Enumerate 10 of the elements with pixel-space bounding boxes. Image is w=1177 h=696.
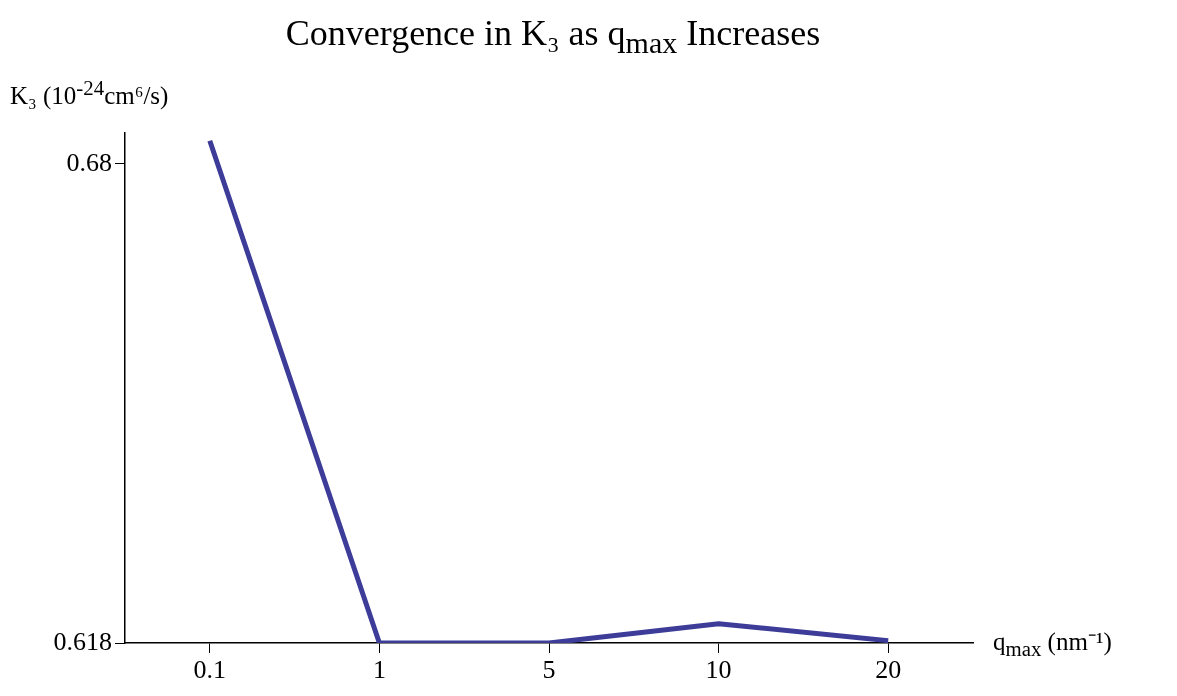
x-tick-label: 20 [875,655,902,685]
x-tick-label: 10 [705,655,732,685]
y-tick-label: 0.68 [66,147,112,177]
y-axis-title: K₃ (10$^{-24}$cm⁶/s) [10,76,169,111]
chart-title: Convergence in K₃ as q$_{max}$ Increases [284,12,822,61]
x-tick-label: 5 [542,655,556,685]
x-axis-title: q$_{max}$ (nm⁻¹) [993,627,1112,662]
x-tick-label: 1 [372,655,386,685]
x-tick-label: 0.1 [193,655,227,685]
y-tick-label: 0.618 [53,626,112,656]
